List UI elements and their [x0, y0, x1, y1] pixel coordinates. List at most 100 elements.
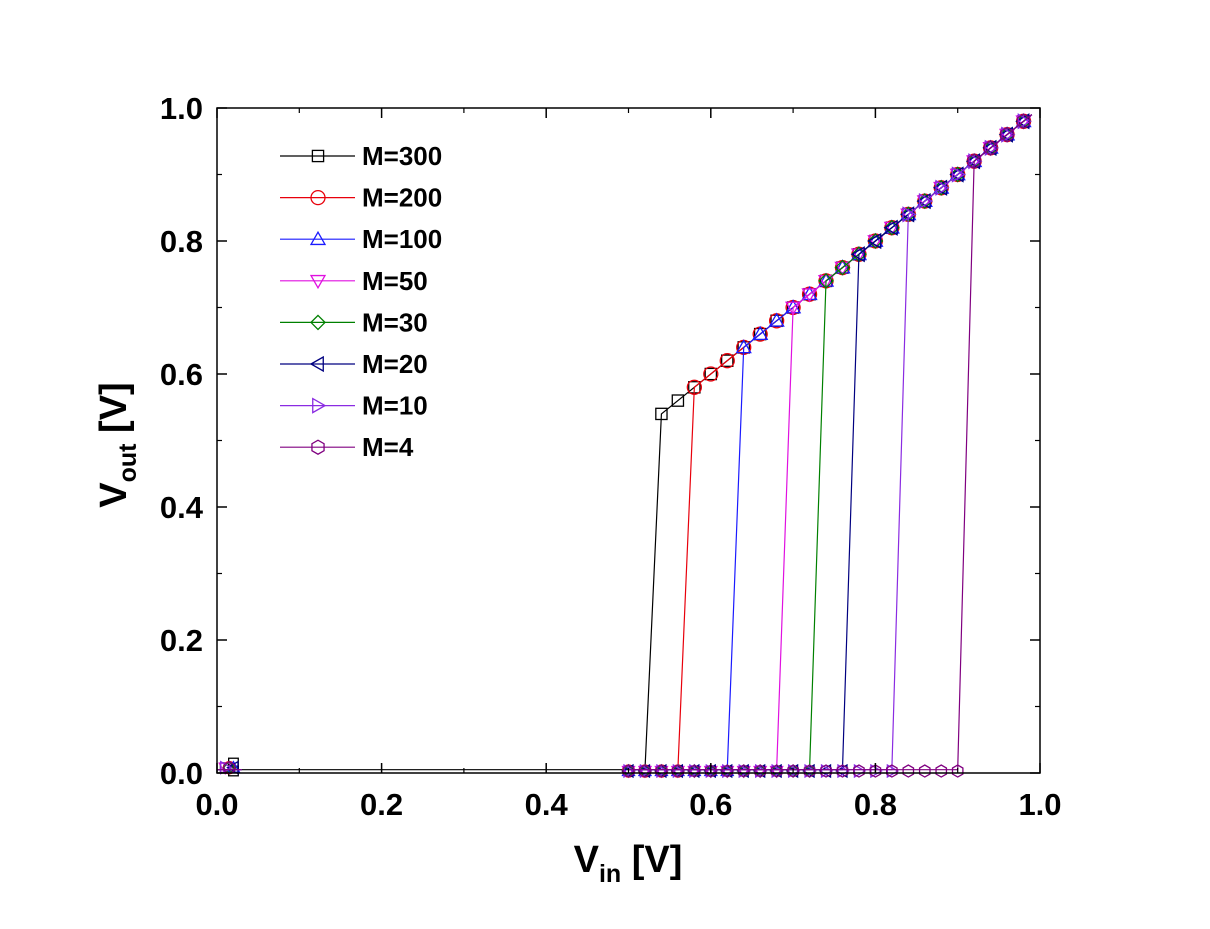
data-point — [738, 763, 752, 779]
data-point — [850, 246, 865, 263]
data-point — [834, 259, 851, 276]
legend-item: M=50 — [280, 266, 428, 296]
legend: M=300 M=200 M=100 M=50 M=30 M=20 M=10 M=4 — [280, 141, 442, 462]
series-layer — [217, 112, 1033, 779]
data-point — [654, 765, 669, 779]
data-point — [737, 764, 750, 778]
x-axis-title-sub: in — [599, 860, 621, 888]
legend-label: M=10 — [362, 391, 428, 421]
data-point — [768, 312, 785, 327]
legend-item: M=10 — [280, 391, 428, 421]
data-point — [869, 764, 882, 778]
data-point — [621, 763, 634, 779]
data-point — [900, 206, 915, 223]
x-tick-label: 0.0 — [195, 787, 238, 822]
data-point — [1017, 113, 1032, 130]
legend-marker — [310, 189, 326, 206]
legend-label: M=100 — [362, 224, 442, 254]
data-point — [1000, 126, 1014, 143]
data-point — [867, 235, 884, 250]
data-point — [820, 763, 834, 779]
data-point — [784, 301, 802, 316]
data-point — [704, 764, 717, 778]
legend-label: M=200 — [362, 183, 442, 213]
data-point — [719, 763, 733, 779]
data-point — [836, 764, 849, 778]
data-point — [787, 763, 801, 779]
data-point — [803, 764, 816, 778]
legend-marker — [311, 439, 325, 455]
data-point — [982, 139, 999, 154]
data-point — [769, 763, 782, 779]
data-point — [1015, 115, 1032, 130]
data-point — [886, 764, 898, 778]
legend-item: M=200 — [280, 183, 442, 213]
data-point — [670, 765, 686, 779]
data-point — [719, 353, 735, 369]
data-point — [656, 763, 669, 779]
legend-marker — [309, 274, 327, 290]
data-point — [818, 763, 832, 779]
data-point — [637, 765, 653, 779]
data-point — [949, 166, 966, 181]
data-point — [753, 765, 768, 779]
legend-item: M=300 — [280, 141, 442, 171]
data-point — [752, 325, 769, 341]
data-point — [787, 764, 799, 778]
data-point — [818, 272, 834, 289]
data-point — [916, 192, 933, 208]
data-point — [801, 288, 818, 303]
legend-item: M=4 — [280, 432, 414, 462]
y-axis-title: Vout [V] — [93, 382, 142, 507]
data-point — [933, 179, 950, 194]
data-point — [672, 764, 684, 778]
legend-item: M=100 — [280, 224, 442, 254]
data-point — [834, 259, 851, 274]
y-axis-title-sub: out — [114, 443, 142, 483]
data-point — [820, 764, 832, 778]
data-point — [916, 192, 931, 210]
y-tick-label: 0.8 — [160, 224, 203, 259]
data-point — [655, 407, 668, 421]
legend-item: M=30 — [280, 307, 428, 337]
data-point — [918, 764, 931, 778]
data-point — [802, 763, 815, 779]
x-axis-title: Vin [V] — [574, 839, 683, 888]
data-point — [900, 208, 917, 223]
legend-label: M=50 — [362, 266, 428, 296]
data-point — [835, 763, 848, 779]
data-point — [689, 763, 702, 779]
data-point — [998, 126, 1013, 143]
data-point — [867, 232, 882, 250]
series-line — [217, 114, 1033, 771]
data-point — [817, 274, 835, 290]
data-point — [965, 153, 981, 170]
data-point — [770, 764, 783, 778]
legend-marker — [309, 230, 327, 246]
data-point — [220, 760, 233, 775]
data-point — [949, 168, 966, 183]
legend-label: M=30 — [362, 307, 428, 337]
data-point — [853, 764, 865, 778]
data-point — [1001, 126, 1016, 143]
y-tick-label: 0.2 — [160, 623, 203, 658]
data-point — [886, 763, 900, 779]
y-tick-label: 0.4 — [160, 490, 204, 525]
data-point — [853, 763, 867, 779]
data-point — [623, 763, 636, 779]
data-point — [983, 140, 998, 156]
data-point — [1015, 113, 1030, 130]
x-tick-label: 0.2 — [360, 787, 403, 822]
data-point — [902, 764, 915, 778]
data-point — [754, 764, 767, 778]
data-point — [902, 206, 917, 223]
data-point — [801, 285, 818, 301]
data-point — [949, 166, 964, 183]
data-point — [785, 763, 799, 779]
data-point — [883, 219, 898, 236]
data-point — [771, 763, 784, 779]
legend-marker — [309, 355, 324, 373]
data-point — [951, 764, 964, 778]
data-point — [935, 764, 948, 778]
data-point — [672, 763, 686, 779]
